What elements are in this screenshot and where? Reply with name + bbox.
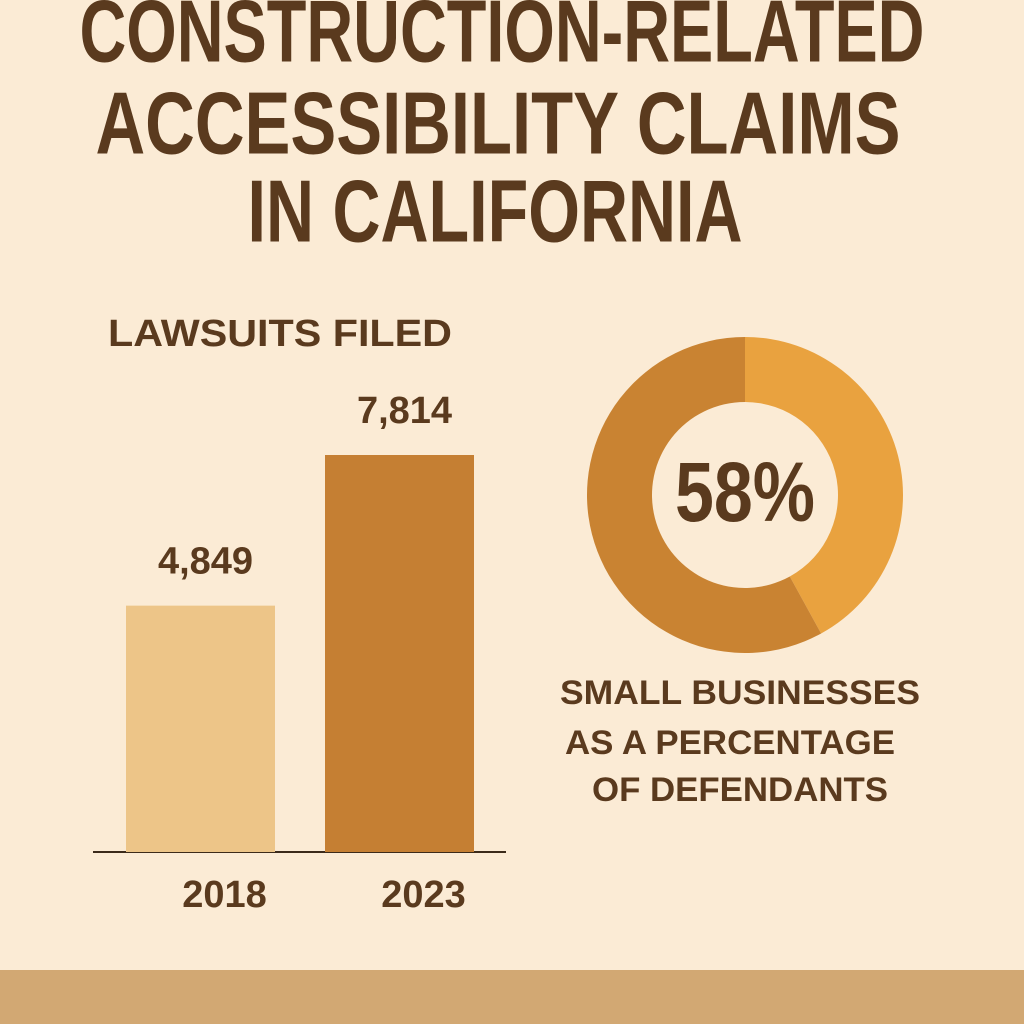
value-label: 7,814 — [357, 390, 452, 432]
donut-segment — [587, 337, 822, 654]
category-label: 2018 — [182, 874, 267, 916]
donut-caption: AS A PERCENTAGE — [565, 724, 895, 762]
bar — [126, 605, 275, 852]
title-line: CONSTRUCTION-RELATED — [80, 0, 925, 80]
donut-remainder — [745, 337, 904, 634]
bar — [325, 455, 474, 852]
donut-caption: OF DEFENDANTS — [592, 771, 888, 809]
title-line: ACCESSIBILITY CLAIMS — [96, 73, 901, 172]
footer-band — [0, 970, 1024, 1024]
title-line: IN CALIFORNIA — [248, 161, 743, 260]
donut-caption: SMALL BUSINESSES — [560, 674, 920, 712]
category-label: 2023 — [381, 874, 466, 916]
value-label: 4,849 — [158, 541, 253, 583]
donut-value-label: 58% — [675, 445, 815, 539]
bar-chart-title: LAWSUITS FILED — [108, 313, 452, 355]
